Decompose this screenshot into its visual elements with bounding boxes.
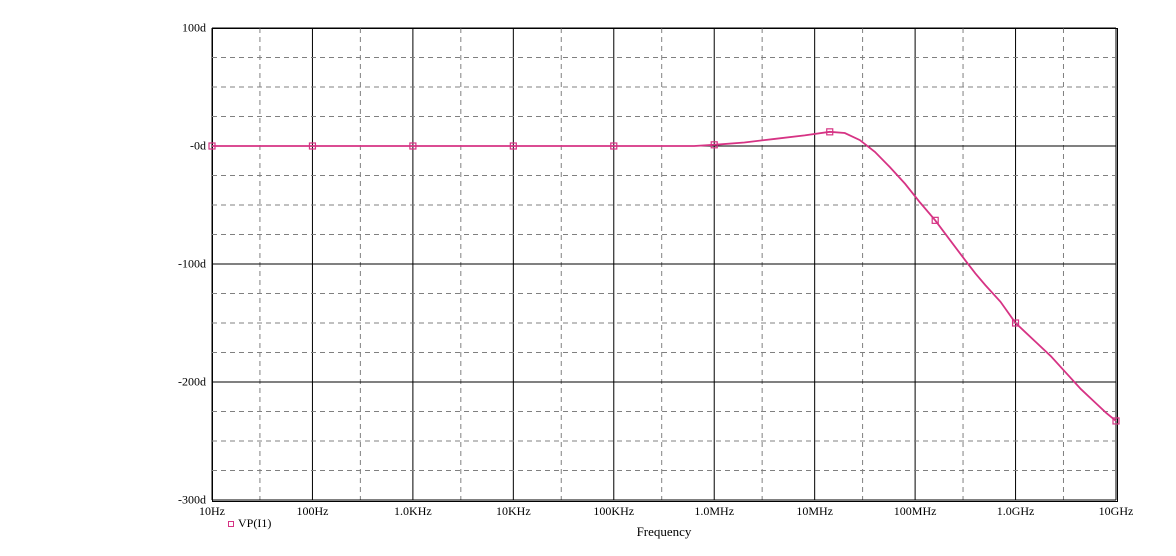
- y-tick-label: -200d: [156, 375, 206, 390]
- x-tick-label: 1.0MHz: [694, 504, 734, 519]
- x-tick-label: 10Hz: [199, 504, 225, 519]
- x-tick-label: 100MHz: [894, 504, 937, 519]
- x-axis-title: Frequency: [614, 524, 714, 540]
- x-tick-label: 1.0GHz: [997, 504, 1035, 519]
- y-tick-label: -100d: [156, 257, 206, 272]
- plot-area: [212, 28, 1118, 502]
- legend-label: VP(I1): [238, 516, 271, 531]
- legend: VP(I1): [228, 516, 271, 531]
- y-tick-label: 100d: [156, 21, 206, 36]
- x-tick-label: 10KHz: [496, 504, 531, 519]
- legend-marker-icon: [228, 521, 234, 527]
- y-tick-label: -0d: [156, 139, 206, 154]
- x-tick-label: 1.0KHz: [394, 504, 432, 519]
- x-tick-label: 100KHz: [593, 504, 634, 519]
- x-tick-label: 100Hz: [296, 504, 328, 519]
- chart-container: Frequency VP(I1) 100d-0d-100d-200d-300d1…: [0, 0, 1176, 556]
- x-tick-label: 10MHz: [796, 504, 833, 519]
- x-tick-label: 10GHz: [1099, 504, 1134, 519]
